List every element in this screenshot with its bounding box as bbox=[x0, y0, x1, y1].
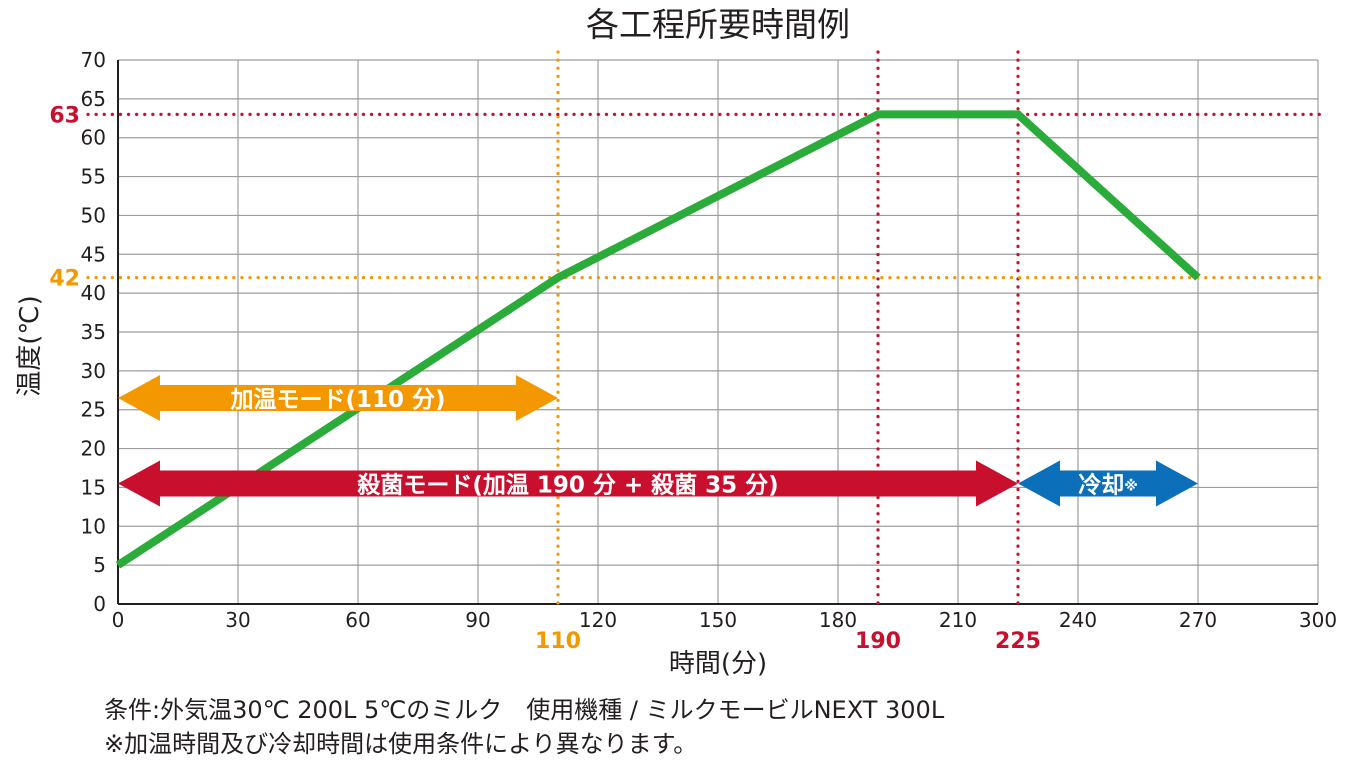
x-axis-label: 時間(分) bbox=[669, 649, 767, 679]
temperature-line bbox=[115, 110, 1201, 569]
x-tick-label: 240 bbox=[1059, 608, 1097, 632]
x-tick-label: 180 bbox=[819, 608, 857, 632]
chart-axes bbox=[117, 60, 1318, 605]
y-tick-label: 45 bbox=[81, 242, 106, 266]
mode-arrow-label: 殺菌モード(加温 190 分 + 殺菌 35 分) bbox=[357, 472, 778, 499]
vertical-reference-label: 190 bbox=[855, 629, 901, 654]
vertical-reference-label: 110 bbox=[535, 629, 581, 654]
series-layer bbox=[115, 110, 1201, 569]
chart-title: 各工程所要時間例 bbox=[586, 5, 850, 44]
chart-grid bbox=[117, 59, 1319, 605]
temperature-time-chart: 各工程所要時間例 110 190 225 63 42 加温モード(110 分) 殺菌モード… bbox=[15, 5, 1338, 679]
x-tick-label: 210 bbox=[939, 608, 977, 632]
mode-arrows: 加温モード(110 分)殺菌モード(加温 190 分 + 殺菌 35 分) 冷却※ bbox=[118, 375, 1198, 507]
y-tick-label: 35 bbox=[81, 320, 106, 344]
reference-lines: 110 190 225 63 42 bbox=[49, 50, 1328, 654]
horizontal-reference-label: 42 bbox=[49, 267, 80, 292]
y-tick-label: 60 bbox=[81, 126, 106, 150]
y-tick-label: 0 bbox=[93, 592, 106, 616]
x-tick-label: 150 bbox=[699, 608, 737, 632]
mode-double-arrow bbox=[118, 460, 1018, 507]
y-tick-label: 70 bbox=[81, 48, 106, 72]
x-tick-label: 300 bbox=[1299, 608, 1337, 632]
y-axis-label: 温度(℃) bbox=[15, 295, 45, 397]
y-tick-label: 65 bbox=[81, 87, 106, 111]
footnote: ※加温時間及び冷却時間は使用条件により異なります。 bbox=[104, 730, 698, 758]
y-tick-label: 25 bbox=[81, 398, 106, 422]
y-tick-label: 50 bbox=[81, 203, 106, 227]
y-tick-label: 5 bbox=[93, 553, 106, 577]
x-tick-label: 120 bbox=[579, 608, 617, 632]
tick-labels: 0 30 60 90 120 150 180 210 240 270 300 0 5 10 15 20 25 30… bbox=[81, 48, 1338, 632]
x-tick-label: 270 bbox=[1179, 608, 1217, 632]
y-tick-label: 40 bbox=[81, 281, 106, 305]
y-tick-label: 15 bbox=[81, 475, 106, 499]
x-tick-label: 0 bbox=[112, 608, 125, 632]
y-tick-label: 55 bbox=[81, 165, 106, 189]
mode-double-arrow bbox=[1018, 460, 1198, 507]
x-tick-label: 60 bbox=[345, 608, 370, 632]
y-tick-label: 30 bbox=[81, 359, 106, 383]
condition-note: 条件:外気温30℃ 200L 5℃のミルク 使用機種 / ミルクモービルNEXT… bbox=[104, 696, 945, 724]
footnote-mark: ※ bbox=[1124, 479, 1138, 495]
y-tick-label: 20 bbox=[81, 437, 106, 461]
x-tick-label: 90 bbox=[465, 608, 490, 632]
y-tick-label: 10 bbox=[81, 514, 106, 538]
vertical-reference-label: 225 bbox=[995, 629, 1041, 654]
mode-double-arrow bbox=[118, 375, 558, 422]
mode-arrow-label: 加温モード(110 分) bbox=[229, 387, 445, 413]
x-tick-label: 30 bbox=[225, 608, 250, 632]
horizontal-reference-label: 63 bbox=[49, 103, 80, 128]
